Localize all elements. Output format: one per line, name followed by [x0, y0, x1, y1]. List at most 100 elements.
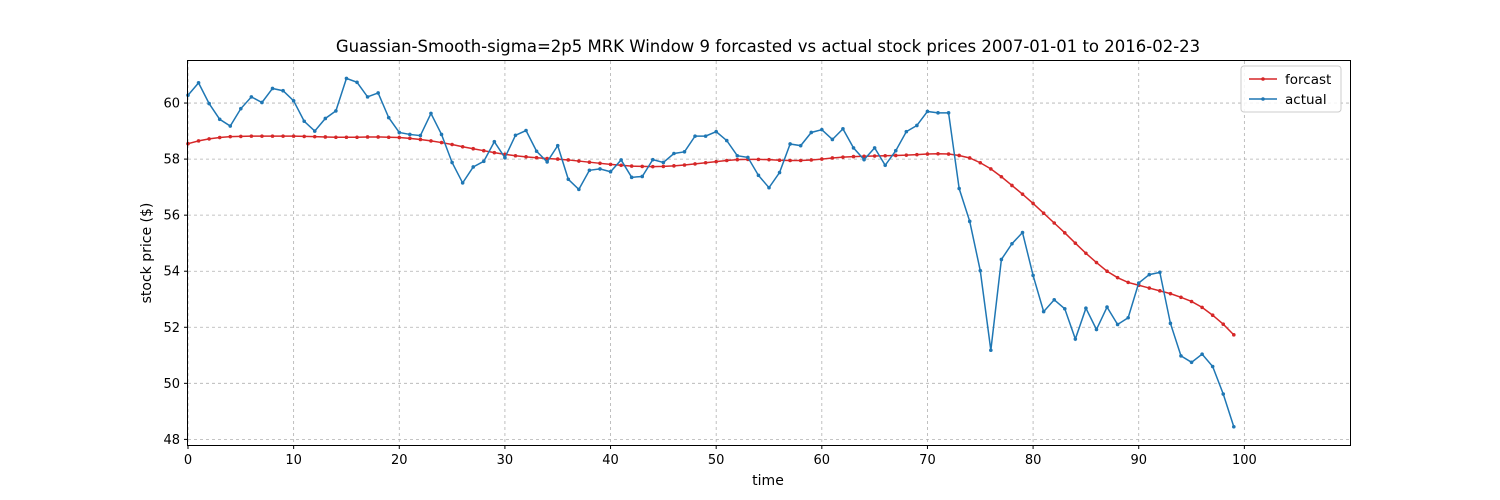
- data-point-forcast: [1020, 192, 1025, 196]
- data-point-forcast: [555, 157, 560, 161]
- data-point-forcast: [693, 162, 697, 166]
- data-point-forcast: [207, 137, 211, 141]
- data-point-forcast: [587, 160, 592, 164]
- data-point-forcast: [830, 156, 835, 160]
- data-point-actual: [851, 146, 856, 150]
- plot-frame: [187, 60, 1351, 446]
- data-point-forcast: [925, 152, 930, 156]
- data-point-actual: [1073, 337, 1078, 341]
- data-point-forcast: [228, 134, 233, 139]
- data-point-forcast: [239, 134, 243, 139]
- data-point-forcast: [408, 136, 412, 141]
- data-point-forcast: [1031, 201, 1035, 206]
- data-point-forcast: [429, 139, 433, 143]
- data-point-forcast: [1147, 286, 1152, 290]
- data-point-forcast: [577, 159, 581, 163]
- x-tick-label: 50: [708, 453, 725, 468]
- data-point-forcast: [904, 153, 909, 157]
- data-point-actual: [566, 177, 571, 182]
- data-point-actual: [249, 95, 254, 99]
- data-point-forcast: [1189, 299, 1194, 304]
- data-point-actual: [1136, 281, 1141, 285]
- data-point-actual: [386, 115, 391, 120]
- data-point-forcast: [608, 162, 613, 167]
- data-point-actual: [1210, 364, 1215, 369]
- data-point-actual: [936, 111, 940, 115]
- data-point-actual: [1031, 273, 1035, 278]
- data-point-forcast: [566, 158, 571, 162]
- data-point-actual: [365, 95, 370, 99]
- data-point-forcast: [323, 135, 328, 139]
- data-point-forcast: [386, 135, 391, 140]
- data-point-actual: [672, 151, 676, 156]
- data-point-actual: [323, 116, 328, 121]
- data-point-actual: [217, 117, 222, 122]
- data-point-actual: [270, 86, 275, 91]
- data-point-actual: [1168, 321, 1173, 326]
- data-point-actual: [925, 109, 930, 114]
- data-point-actual: [904, 129, 909, 134]
- data-point-actual: [408, 132, 412, 137]
- data-point-forcast: [355, 135, 359, 140]
- data-point-actual: [587, 168, 592, 173]
- data-point-actual: [682, 150, 687, 154]
- data-point-forcast: [1200, 305, 1204, 310]
- x-tick-label: 100: [1232, 453, 1257, 468]
- data-point-actual: [798, 143, 803, 148]
- data-point-forcast: [788, 158, 792, 163]
- data-point-actual: [302, 119, 307, 124]
- legend: forcast actual: [1240, 65, 1342, 113]
- legend-label-forcast: forcast: [1285, 72, 1331, 88]
- data-point-forcast: [534, 155, 539, 160]
- data-point-forcast: [260, 134, 264, 138]
- data-point-actual: [1189, 360, 1194, 365]
- data-point-actual: [862, 157, 866, 162]
- data-point-actual: [1147, 272, 1152, 277]
- data-point-forcast: [883, 153, 887, 158]
- data-point-forcast: [841, 155, 845, 159]
- data-point-forcast: [376, 135, 380, 139]
- data-point-actual: [228, 124, 233, 128]
- y-tick-label: 56: [163, 209, 180, 224]
- data-point-actual: [999, 257, 1004, 262]
- data-point-forcast: [1041, 211, 1046, 215]
- data-point-actual: [640, 174, 645, 179]
- tick-layer: 0 10 20 30 40 50 60 70 80 90 100 48 50 52 54 56 58 60: [163, 97, 1256, 468]
- data-point-forcast: [640, 164, 645, 169]
- data-point-actual: [946, 111, 951, 115]
- data-point-actual: [450, 160, 454, 165]
- data-point-actual: [376, 91, 380, 95]
- data-point-forcast: [365, 135, 370, 139]
- data-point-actual: [1179, 354, 1183, 358]
- data-point-forcast: [703, 160, 708, 165]
- data-point-actual: [534, 149, 539, 154]
- data-point-forcast: [217, 135, 222, 140]
- data-point-actual: [915, 123, 919, 128]
- data-point-actual: [788, 142, 792, 146]
- data-point-actual: [291, 99, 296, 103]
- data-point-actual: [1158, 270, 1162, 275]
- data-point-forcast: [957, 153, 961, 158]
- data-point-forcast: [1105, 269, 1109, 274]
- series-line-forcast: [187, 135, 1235, 336]
- data-point-forcast: [714, 159, 718, 164]
- data-point-actual: [830, 137, 835, 142]
- data-point-forcast: [1126, 280, 1130, 285]
- data-point-actual: [429, 111, 433, 116]
- data-point-forcast: [893, 153, 898, 158]
- x-tick-label: 10: [285, 453, 302, 468]
- data-point-forcast: [1210, 313, 1215, 318]
- data-point-forcast: [809, 158, 814, 162]
- data-point-forcast: [798, 158, 803, 163]
- data-point-actual: [893, 148, 898, 153]
- data-point-forcast: [767, 157, 771, 162]
- data-point-forcast: [471, 146, 476, 151]
- data-point-actual: [608, 169, 613, 174]
- data-point-forcast: [862, 154, 866, 159]
- data-point-actual: [714, 129, 718, 134]
- data-point-actual: [281, 88, 285, 93]
- data-point-actual: [513, 133, 518, 138]
- data-point-forcast: [1073, 241, 1078, 245]
